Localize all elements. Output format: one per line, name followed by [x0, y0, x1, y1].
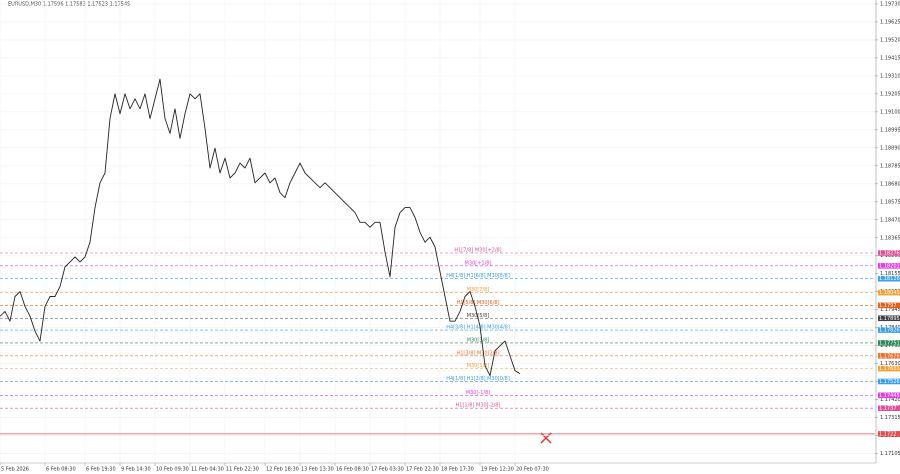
level-price: 1.18201	[879, 263, 900, 269]
level-price-box	[878, 365, 900, 372]
x-tick-label: 11 Feb 04:30	[191, 467, 224, 473]
level-label: M30[-1/8]	[466, 390, 490, 396]
x-tick-label: 20 Feb 07:30	[516, 467, 549, 473]
price-line	[0, 78, 521, 377]
y-tick-label: 1.19100	[880, 109, 900, 115]
level-price-box	[878, 327, 900, 333]
y-tick-label: 1.17315	[880, 415, 900, 421]
level-price-box	[878, 315, 900, 322]
y-tick-label: 1.18260	[880, 253, 900, 259]
y-tick-label: 1.19415	[880, 55, 900, 61]
level-price: 1.1737	[879, 406, 897, 412]
level-price: 1.17751	[879, 340, 900, 346]
level-price-box	[878, 378, 900, 385]
chart-title: EURUSD,M30 1.17596 1.17583 1.17523 1.175…	[8, 2, 130, 8]
x-tick-label: 9 Feb 14:30	[121, 467, 151, 473]
level-price-box	[878, 263, 900, 269]
y-tick-label: 1.17420	[880, 397, 900, 403]
level-price: 1.17526	[879, 379, 900, 385]
y-tick-label: 1.17735	[880, 343, 900, 349]
x-tick-label: 17 Feb 22:30	[406, 467, 439, 473]
y-tick-label: 1.18680	[880, 181, 900, 187]
level-price: 1.17826	[879, 328, 900, 334]
level-price: 1.17601	[879, 366, 900, 372]
y-tick-label: 1.19520	[880, 37, 900, 43]
level-price: 1.1722	[879, 431, 897, 437]
level-price-box	[878, 431, 900, 437]
level-price: 1.17445	[879, 393, 900, 399]
level-label: H4[1/8] H1[6/8] M30[8/8]	[446, 273, 510, 279]
y-tick-label: 1.18995	[880, 127, 900, 133]
y-tick-label: 1.18575	[880, 199, 900, 205]
level-price: 1.18276	[879, 250, 900, 256]
y-tick-label: 1.18470	[880, 217, 900, 223]
level-label: M30[3/8]	[467, 337, 490, 343]
level-label: H4[1/8] H1[2/8] M30[0/8]	[446, 376, 510, 382]
cross-marker	[540, 432, 552, 444]
x-tick-label: 13 Feb 13:30	[301, 467, 334, 473]
level-label: M30[5/8]	[467, 313, 490, 319]
x-tick-label: 19 Feb 12:30	[481, 467, 514, 473]
level-price: 1.18126	[879, 276, 900, 282]
x-tick-label: 18 Feb 17:30	[441, 467, 474, 473]
x-tick-label: 5 Feb 2026	[1, 467, 29, 473]
y-tick-label: 1.18155	[880, 271, 900, 277]
level-label: H1[7/8] M30[+2/8]	[454, 247, 501, 253]
x-tick-label: 12 Feb 18:30	[266, 467, 299, 473]
level-label: H1[5/8] M30[6/8]	[456, 300, 499, 306]
level-price-box	[878, 392, 900, 399]
level-price-box	[878, 340, 900, 346]
y-tick-label: 1.17630	[880, 361, 900, 367]
level-label: H1[1/8] M30[-2/8]	[456, 403, 501, 409]
level-price-box	[878, 405, 900, 411]
level-price-box	[878, 302, 900, 309]
level-price: 1.1797	[879, 303, 897, 309]
level-price-box	[878, 352, 900, 359]
level-label: M30[1/8]	[467, 363, 490, 369]
level-price-box	[878, 289, 900, 296]
y-tick-label: 1.19205	[880, 91, 900, 97]
y-tick-label: 1.19625	[880, 19, 900, 25]
level-label: M30[+1/8]	[465, 260, 492, 266]
x-tick-label: 16 Feb 08:30	[336, 467, 369, 473]
level-label: H1[3/8] M30[2/8]	[456, 350, 499, 356]
level-price: 1.17895	[879, 316, 900, 322]
level-price: 1.18045	[879, 290, 900, 296]
y-tick-label: 1.18890	[880, 145, 900, 151]
x-tick-label: 11 Feb 22:30	[226, 467, 259, 473]
y-tick-label: 1.18365	[880, 235, 900, 241]
y-tick-label: 1.17105	[880, 451, 900, 457]
x-tick-label: 6 Feb 08:30	[46, 467, 76, 473]
level-price-box	[878, 275, 900, 282]
level-price: 1.17676	[879, 353, 900, 359]
level-label: H4[3/8] H1[4/8] M30[4/8]	[446, 325, 510, 331]
y-tick-label: 1.19730	[880, 1, 900, 7]
y-tick-label: 1.18785	[880, 163, 900, 169]
level-label: M30[7/8]	[467, 287, 490, 293]
x-tick-label: 10 Feb 09:30	[156, 467, 189, 473]
y-tick-label: 1.17945	[880, 307, 900, 313]
y-tick-label: 1.19310	[880, 73, 900, 79]
x-tick-label: 6 Feb 19:30	[86, 467, 116, 473]
level-price-box	[878, 250, 900, 256]
x-tick-label: 17 Feb 03:30	[371, 467, 404, 473]
